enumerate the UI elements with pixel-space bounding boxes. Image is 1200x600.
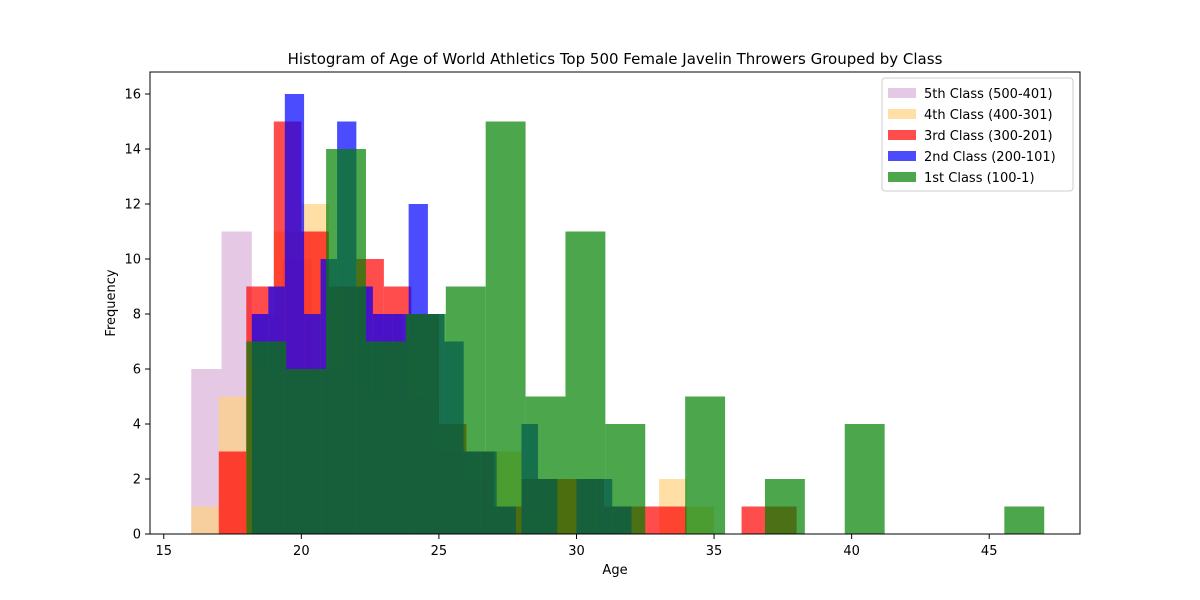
y-tick-label: 0: [133, 528, 141, 543]
histogram-bar: [844, 424, 885, 534]
histogram-bar: [326, 149, 366, 534]
legend-label: 1st Class (100-1): [924, 171, 1035, 186]
histogram-bar: [218, 451, 247, 534]
legend-label: 2nd Class (200-101): [924, 150, 1056, 165]
chart-title: Histogram of Age of World Athletics Top …: [288, 50, 943, 68]
histogram-bar: [191, 506, 219, 534]
x-tick-label: 30: [568, 544, 585, 559]
bars-layer: [191, 94, 1045, 534]
x-axis-label: Age: [602, 563, 627, 578]
legend-swatch: [888, 151, 916, 161]
y-tick-label: 2: [133, 473, 141, 488]
legend-label: 3rd Class (300-201): [924, 129, 1053, 144]
legend-swatch: [888, 88, 916, 98]
x-tick-label: 35: [706, 544, 723, 559]
x-tick-label: 45: [981, 544, 998, 559]
histogram-bar: [565, 231, 606, 534]
x-tick-label: 20: [293, 544, 310, 559]
y-axis: 0 2 4 6 8 10 12 14 16: [124, 88, 150, 543]
histogram-bar: [1004, 506, 1045, 534]
histogram-bar: [405, 314, 446, 534]
legend-swatch: [888, 130, 916, 140]
y-tick-label: 8: [133, 308, 141, 323]
legend-label: 5th Class (500-401): [924, 87, 1053, 102]
y-tick-label: 16: [124, 88, 141, 103]
legend-label: 4th Class (400-301): [924, 108, 1053, 123]
histogram-bar: [741, 506, 770, 534]
y-tick-label: 12: [124, 198, 141, 213]
histogram-bar: [485, 121, 526, 534]
histogram-bar: [605, 424, 646, 534]
series-5-bars: [246, 121, 1045, 534]
legend: 5th Class (500-401) 4th Class (400-301) 3r…: [881, 77, 1074, 192]
legend-box: [881, 77, 1074, 192]
histogram-bar: [764, 479, 805, 534]
y-tick-label: 6: [133, 363, 141, 378]
histogram-bar: [445, 286, 486, 534]
x-tick-label: 40: [843, 544, 860, 559]
x-tick-label: 25: [431, 544, 448, 559]
plot-frame: [149, 71, 1081, 535]
histogram-bar: [659, 506, 687, 534]
x-tick-label: 15: [155, 544, 172, 559]
histogram-bar: [365, 341, 406, 534]
x-axis: 15 20 25 30 35 40 45: [155, 534, 997, 559]
y-tick-label: 14: [124, 143, 141, 158]
legend-swatch: [888, 109, 916, 119]
y-tick-label: 4: [133, 418, 141, 433]
histogram-bar: [525, 396, 566, 534]
y-axis-label: Frequency: [104, 269, 119, 336]
y-tick-label: 10: [124, 253, 141, 268]
histogram-bar: [246, 341, 287, 534]
legend-swatch: [888, 172, 916, 182]
histogram-bar: [286, 369, 327, 534]
histogram-bar: [685, 396, 726, 534]
